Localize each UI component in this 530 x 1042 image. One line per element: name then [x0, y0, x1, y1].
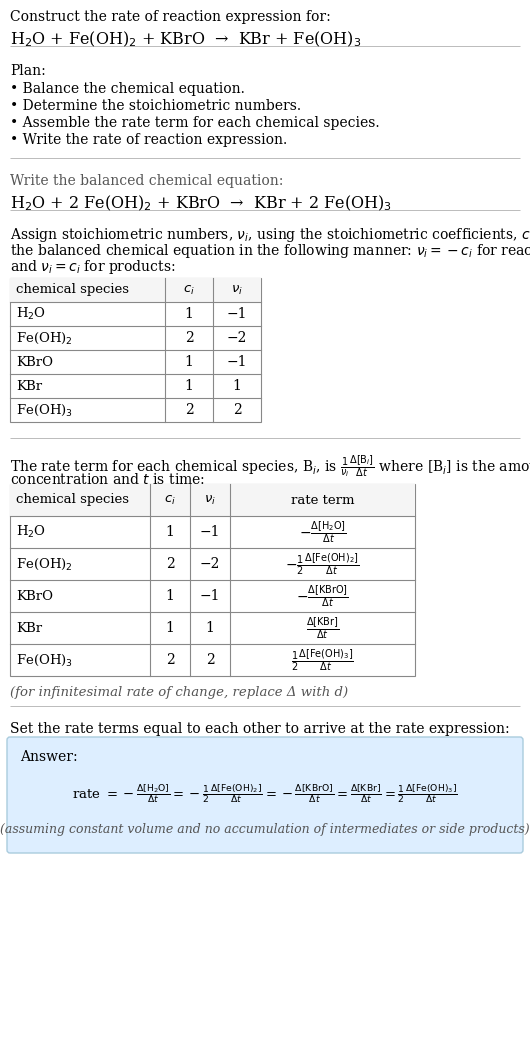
Text: 1: 1 — [184, 355, 193, 369]
Text: Construct the rate of reaction expression for:: Construct the rate of reaction expressio… — [10, 10, 331, 24]
Text: concentration and $t$ is time:: concentration and $t$ is time: — [10, 472, 205, 487]
Text: • Assemble the rate term for each chemical species.: • Assemble the rate term for each chemic… — [10, 116, 379, 130]
Text: Plan:: Plan: — [10, 64, 46, 78]
Text: −1: −1 — [227, 355, 248, 369]
Text: 1: 1 — [206, 621, 215, 635]
Text: Assign stoichiometric numbers, $\nu_i$, using the stoichiometric coefficients, $: Assign stoichiometric numbers, $\nu_i$, … — [10, 226, 530, 244]
Text: $-\frac{\Delta[\mathrm{H_2O}]}{\Delta t}$: $-\frac{\Delta[\mathrm{H_2O}]}{\Delta t}… — [299, 519, 346, 545]
Text: KBr: KBr — [16, 379, 42, 393]
Text: Set the rate terms equal to each other to arrive at the rate expression:: Set the rate terms equal to each other t… — [10, 722, 510, 736]
Text: 2: 2 — [206, 653, 214, 667]
Text: $\nu_i$: $\nu_i$ — [231, 283, 243, 297]
Text: • Determine the stoichiometric numbers.: • Determine the stoichiometric numbers. — [10, 99, 301, 113]
Text: −2: −2 — [227, 331, 247, 345]
Text: rate term: rate term — [291, 494, 354, 506]
Text: 2: 2 — [165, 557, 174, 571]
Text: 1: 1 — [165, 621, 174, 635]
Text: (assuming constant volume and no accumulation of intermediates or side products): (assuming constant volume and no accumul… — [0, 823, 530, 836]
Text: 2: 2 — [233, 403, 241, 417]
Text: $-\frac{\Delta[\mathrm{KBrO}]}{\Delta t}$: $-\frac{\Delta[\mathrm{KBrO}]}{\Delta t}… — [296, 584, 349, 609]
Text: H$_2$O + 2 Fe(OH)$_2$ + KBrO  →  KBr + 2 Fe(OH)$_3$: H$_2$O + 2 Fe(OH)$_2$ + KBrO → KBr + 2 F… — [10, 194, 392, 214]
Text: KBr: KBr — [16, 621, 42, 635]
Text: KBrO: KBrO — [16, 355, 53, 369]
Text: Fe(OH)$_2$: Fe(OH)$_2$ — [16, 330, 73, 346]
Text: 1: 1 — [165, 589, 174, 603]
Text: −1: −1 — [200, 525, 220, 539]
Text: −1: −1 — [227, 307, 248, 321]
Text: $\frac{\Delta[\mathrm{KBr}]}{\Delta t}$: $\frac{\Delta[\mathrm{KBr}]}{\Delta t}$ — [306, 615, 339, 641]
Text: 2: 2 — [184, 331, 193, 345]
Text: 2: 2 — [165, 653, 174, 667]
Text: • Write the rate of reaction expression.: • Write the rate of reaction expression. — [10, 133, 287, 147]
Text: $\frac{1}{2}\frac{\Delta[\mathrm{Fe(OH)_3}]}{\Delta t}$: $\frac{1}{2}\frac{\Delta[\mathrm{Fe(OH)_… — [291, 647, 354, 673]
Bar — [10, 483, 415, 676]
Bar — [10, 278, 261, 422]
Text: 1: 1 — [184, 307, 193, 321]
Text: KBrO: KBrO — [16, 590, 53, 602]
FancyBboxPatch shape — [7, 737, 523, 853]
Text: $-\frac{1}{2}\frac{\Delta[\mathrm{Fe(OH)_2}]}{\Delta t}$: $-\frac{1}{2}\frac{\Delta[\mathrm{Fe(OH)… — [285, 551, 360, 577]
Text: 2: 2 — [184, 403, 193, 417]
Text: H$_2$O: H$_2$O — [16, 306, 46, 322]
Text: • Balance the chemical equation.: • Balance the chemical equation. — [10, 82, 245, 96]
Text: chemical species: chemical species — [16, 283, 129, 297]
Text: 1: 1 — [233, 379, 242, 393]
Text: $c_i$: $c_i$ — [183, 283, 195, 297]
Text: H$_2$O + Fe(OH)$_2$ + KBrO  →  KBr + Fe(OH)$_3$: H$_2$O + Fe(OH)$_2$ + KBrO → KBr + Fe(OH… — [10, 30, 361, 49]
Text: Write the balanced chemical equation:: Write the balanced chemical equation: — [10, 174, 284, 188]
Text: and $\nu_i = c_i$ for products:: and $\nu_i = c_i$ for products: — [10, 258, 175, 276]
Bar — [10, 483, 415, 516]
Text: 1: 1 — [165, 525, 174, 539]
Text: 1: 1 — [184, 379, 193, 393]
Text: −1: −1 — [200, 589, 220, 603]
Text: Fe(OH)$_2$: Fe(OH)$_2$ — [16, 556, 73, 572]
Bar — [10, 278, 261, 302]
Text: (for infinitesimal rate of change, replace Δ with d): (for infinitesimal rate of change, repla… — [10, 686, 348, 699]
Text: rate $= -\frac{\Delta[\mathrm{H_2O}]}{\Delta t} = -\frac{1}{2}\frac{\Delta[\math: rate $= -\frac{\Delta[\mathrm{H_2O}]}{\D… — [72, 782, 458, 804]
Text: the balanced chemical equation in the following manner: $\nu_i = -c_i$ for react: the balanced chemical equation in the fo… — [10, 242, 530, 260]
Text: Answer:: Answer: — [20, 750, 77, 764]
Text: chemical species: chemical species — [16, 494, 129, 506]
Text: $\nu_i$: $\nu_i$ — [204, 494, 216, 506]
Text: −2: −2 — [200, 557, 220, 571]
Text: The rate term for each chemical species, B$_i$, is $\frac{1}{\nu_i}\frac{\Delta[: The rate term for each chemical species,… — [10, 454, 530, 480]
Text: H$_2$O: H$_2$O — [16, 524, 46, 540]
Text: Fe(OH)$_3$: Fe(OH)$_3$ — [16, 402, 73, 418]
Text: $c_i$: $c_i$ — [164, 494, 176, 506]
Text: Fe(OH)$_3$: Fe(OH)$_3$ — [16, 652, 73, 668]
